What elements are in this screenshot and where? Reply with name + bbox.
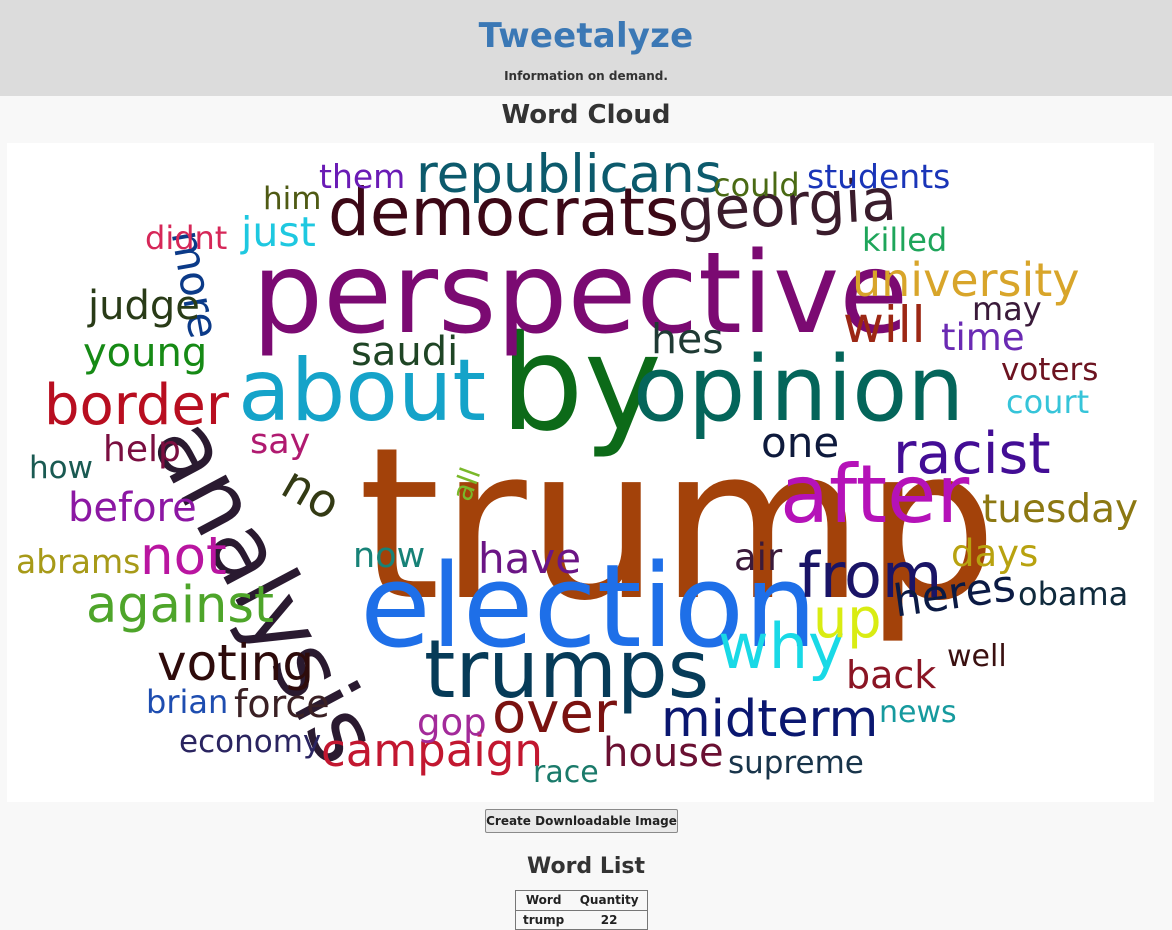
cloud-word-campaign: campaign	[321, 724, 543, 777]
column-header-quantity: Quantity	[571, 890, 648, 911]
cloud-word-news: news	[879, 695, 957, 730]
cloud-word-will: will	[843, 296, 926, 354]
cloud-word-didnt: didnt	[145, 219, 228, 257]
word-list-table: Word Quantity trump 22	[515, 890, 648, 930]
cloud-word-young: young	[83, 330, 208, 376]
cloud-word-before: before	[68, 485, 197, 531]
cloud-word-supreme: supreme	[728, 745, 864, 781]
app-tagline: Information on demand.	[504, 69, 668, 83]
cloud-word-race: race	[533, 755, 599, 790]
cloud-word-saudi: saudi	[351, 329, 459, 375]
cloud-word-over: over	[492, 681, 617, 746]
cloud-word-opinion: opinion	[633, 337, 965, 442]
cloud-word-judge: judge	[88, 283, 200, 329]
cloud-word-killed: killed	[862, 221, 948, 259]
app-header: Tweetalyze Information on demand.	[0, 0, 1172, 96]
cloud-word-voting: voting	[157, 634, 315, 692]
table-row: trump 22	[516, 911, 648, 930]
cloud-word-university: university	[852, 253, 1080, 307]
cloud-word-voters: voters	[1001, 352, 1099, 388]
cloud-word-tuesday: tuesday	[982, 487, 1139, 532]
cloud-word-just: just	[241, 208, 316, 256]
cloud-word-against: against	[86, 576, 274, 635]
cloud-word-democrats: democrats	[328, 174, 680, 251]
cloud-word-not: not	[140, 526, 227, 587]
cloud-word-republicans: republicans	[416, 144, 723, 205]
cloud-word-obama: obama	[1018, 575, 1129, 613]
cloud-word-how: how	[29, 450, 93, 486]
cloud-word-now: now	[353, 536, 426, 576]
word-cell: trump	[522, 913, 565, 927]
cloud-word-him: him	[263, 181, 322, 217]
cloud-word-up: up	[813, 587, 882, 650]
word-cloud-title: Word Cloud	[501, 100, 671, 130]
cloud-word-about: about	[238, 341, 487, 441]
cloud-word-help: help	[103, 429, 181, 470]
cloud-word-could: could	[713, 166, 800, 204]
word-cloud: trump election by perspective opinion about an…	[7, 143, 1154, 802]
cloud-word-gop: gop	[417, 701, 487, 744]
word-list-title: Word List	[526, 854, 646, 879]
cloud-word-force: force	[234, 682, 330, 726]
cloud-word-hes: hes	[651, 315, 724, 363]
cloud-word-may: may	[972, 290, 1042, 328]
cloud-word-border: border	[44, 373, 229, 438]
cloud-word-by: by	[500, 307, 662, 461]
cloud-word-days: days	[951, 532, 1039, 575]
cloud-word-trumps: trumps	[424, 623, 710, 716]
cloud-word-racist: racist	[893, 421, 1051, 487]
cloud-word-say: say	[250, 422, 311, 462]
app-title: Tweetalyze	[478, 16, 694, 56]
cloud-word-perspective: perspective	[252, 229, 909, 359]
cloud-word-air: air	[734, 536, 783, 579]
column-header-word: Word	[515, 890, 572, 911]
cloud-word-well: well	[947, 639, 1007, 674]
create-downloadable-image-button[interactable]: Create Downloadable Image	[485, 809, 678, 833]
cloud-word-election: election	[360, 540, 817, 674]
cloud-word-why: why	[718, 610, 845, 683]
cloud-word-abrams: abrams	[16, 542, 141, 581]
cloud-word-from: from	[798, 539, 943, 612]
cloud-word-them: them	[319, 157, 406, 196]
cloud-word-court: court	[1006, 383, 1090, 421]
cloud-word-time: time	[941, 316, 1025, 359]
cloud-word-after: after	[780, 448, 970, 541]
cloud-word-trump: trump	[358, 402, 998, 647]
word-list-header-row: Word Quantity	[515, 890, 648, 911]
cloud-word-economy: economy	[179, 724, 322, 760]
cloud-word-students: students	[807, 157, 951, 196]
cloud-word-back: back	[846, 653, 937, 697]
cloud-word-house: house	[603, 730, 724, 776]
cloud-word-midterm: midterm	[661, 690, 879, 749]
cloud-word-have: have	[478, 534, 582, 583]
cloud-word-one: one	[761, 418, 840, 467]
quantity-cell: 22	[600, 913, 618, 927]
cloud-word-brian: brian	[146, 683, 229, 721]
